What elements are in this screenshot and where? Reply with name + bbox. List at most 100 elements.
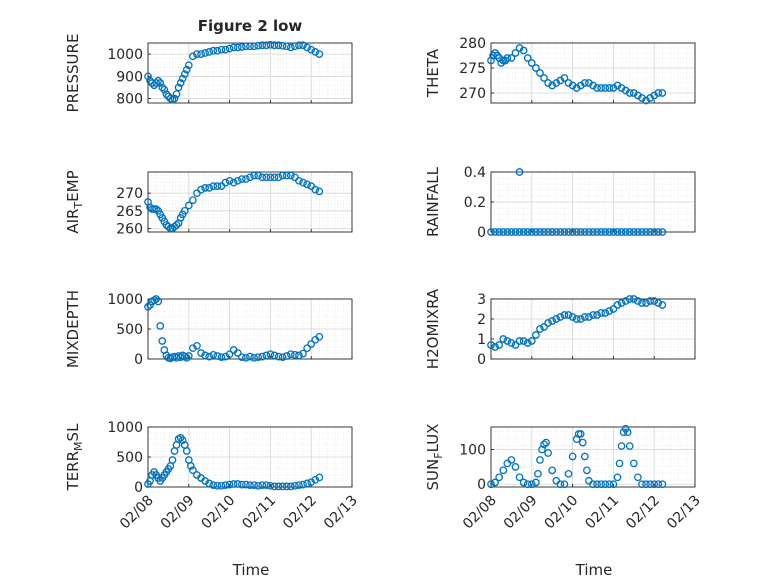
data-point [201, 49, 209, 57]
y-tick-label: 0 [477, 477, 486, 493]
data-point [178, 436, 187, 445]
data-point [617, 299, 626, 307]
data-point [654, 480, 663, 489]
data-point [154, 297, 163, 306]
data-point [193, 50, 201, 58]
data-point [250, 481, 258, 490]
data-point [242, 42, 250, 51]
data-point [613, 228, 622, 236]
data-point [544, 228, 552, 236]
data-point [495, 228, 504, 236]
data-point [580, 228, 589, 236]
data-point [572, 315, 581, 323]
x-axis-label-right: Time [575, 561, 613, 579]
data-point [560, 74, 569, 82]
data-point [658, 480, 667, 489]
data-point [646, 228, 654, 236]
subplot-h2omixra: 0 1 2 3 H2OMIXRA [424, 288, 696, 369]
data-point [499, 228, 508, 236]
y-tick-label: 1000 [107, 292, 143, 308]
data-point [629, 459, 638, 468]
data-point [262, 481, 271, 490]
data-point [597, 228, 606, 236]
data-point [593, 84, 601, 92]
y-axis-label-0: PRESSURE [64, 34, 82, 113]
y-tick-label: 0 [477, 225, 486, 241]
data-point [278, 171, 287, 180]
data-point [242, 353, 250, 362]
data-point [233, 480, 242, 488]
data-point [613, 301, 622, 309]
data-point [597, 480, 606, 489]
data-point [625, 228, 634, 236]
data-point [593, 311, 601, 319]
data-point [499, 335, 508, 343]
data-point [638, 299, 646, 307]
y-axis-label-5: H2OMIXRA [424, 288, 442, 369]
data-point [303, 43, 311, 52]
data-point [217, 481, 226, 490]
data-point [560, 228, 569, 236]
data-point [213, 182, 222, 190]
data-point [634, 228, 642, 236]
data-point [180, 206, 189, 215]
data-point [246, 481, 254, 490]
data-point [315, 50, 324, 58]
y-tick-label: 0 [134, 480, 143, 496]
data-point [291, 481, 299, 490]
data-point [299, 41, 307, 50]
data-point [315, 332, 324, 341]
y-axis-label-2: AIRTEMP [64, 170, 85, 233]
data-point [178, 74, 187, 83]
data-point [221, 481, 230, 490]
data-point [650, 228, 659, 236]
data-point [536, 325, 544, 333]
data-point [532, 64, 540, 72]
data-point [209, 182, 218, 190]
data-point [225, 176, 234, 185]
data-point [258, 41, 267, 50]
data-point [515, 228, 524, 236]
data-point [585, 313, 593, 321]
data-point [152, 79, 161, 87]
data-point [237, 353, 246, 362]
data-point [625, 442, 634, 450]
data-point [274, 41, 283, 50]
data-point [617, 442, 626, 450]
data-point [601, 309, 610, 317]
data-point [548, 317, 557, 325]
data-point [270, 482, 279, 491]
data-point [532, 228, 540, 236]
y-tick-label: 260 [116, 221, 143, 237]
data-point [658, 89, 667, 97]
data-point [564, 469, 573, 478]
data-point [237, 480, 246, 489]
data-point [205, 352, 214, 361]
y-tick-label: 1000 [107, 47, 143, 63]
data-point [646, 297, 654, 305]
data-point [540, 228, 548, 236]
data-point [225, 350, 234, 359]
data-point [303, 344, 311, 353]
data-point [180, 70, 189, 78]
data-point [568, 452, 577, 461]
data-point [176, 79, 185, 87]
data-point [658, 301, 667, 309]
subplot-rainfall: 0 0.2 0.4 RAINFALL [424, 165, 696, 241]
data-point [174, 83, 183, 92]
y-axis-label-3: RAINFALL [424, 166, 442, 237]
data-point [303, 479, 311, 488]
data-point [503, 54, 512, 62]
data-point [266, 40, 275, 49]
data-point [197, 349, 205, 357]
data-point [523, 339, 532, 347]
data-point [274, 482, 283, 491]
subplot-theta: 270 275 280 THETA [424, 36, 696, 105]
data-point [184, 352, 193, 360]
data-point [250, 353, 258, 362]
data-point [544, 449, 552, 457]
data-point [542, 438, 550, 447]
data-point [646, 480, 654, 489]
data-point [523, 480, 532, 489]
data-point [654, 299, 663, 307]
